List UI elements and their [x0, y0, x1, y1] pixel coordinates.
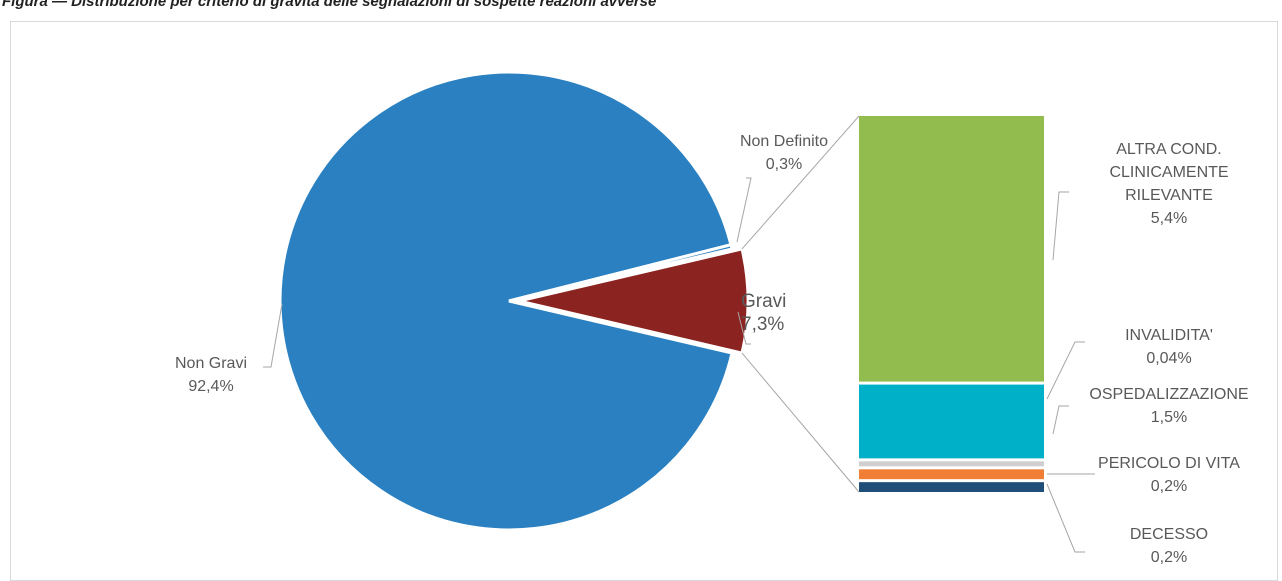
leader-altra-cond-clinicamente-rilevante: [1052, 191, 1069, 261]
leader-non-definito: [736, 177, 752, 243]
leader-ospedalizzazione: [1052, 405, 1069, 435]
bar-of-pie-chart: Non Gravi 92,4% Gravi 7,3% Non Definito 0,3% A…: [175, 70, 1249, 566]
leader-gravi: [737, 311, 751, 345]
pie-slice-non-gravi: [278, 70, 734, 532]
figure-caption: Figura — Distribuzione per criterio di g…: [2, 0, 657, 10]
bar-segment-decesso: [859, 482, 1044, 492]
bar-label-pericolo-di-vita: PERICOLO DI VITA 0,2%: [1098, 455, 1240, 495]
bar-layer: [859, 116, 1044, 492]
leader-non-gravi: [263, 303, 283, 368]
pie-label-gravi: Gravi 7,3%: [741, 291, 786, 335]
bar-label-ospedalizzazione: OSPEDALIZZAZIONE 1,5%: [1089, 386, 1248, 426]
label-layer: Non Gravi 92,4% Gravi 7,3% Non Definito 0,3% A…: [175, 133, 1249, 566]
bar-segment-invalidita: [859, 461, 1044, 467]
pie-label-non-definito: Non Definito 0,3%: [740, 133, 828, 173]
chart-frame: Non Gravi 92,4% Gravi 7,3% Non Definito 0,3% A…: [10, 21, 1278, 581]
bar-segment-ospedalizzazione: [859, 384, 1044, 459]
pie-layer: [278, 70, 750, 532]
leader-decesso: [1046, 483, 1085, 553]
leader-invalidita: [1046, 341, 1085, 400]
bar-label-invalidita: INVALIDITA' 0,04%: [1125, 327, 1213, 367]
bar-segment-pericolo-di-vita: [859, 469, 1044, 480]
pie-slice-non-definito: [508, 242, 734, 303]
connector-top: [741, 115, 860, 250]
pie-label-non-gravi: Non Gravi 92,4%: [175, 355, 247, 395]
connector-bottom: [741, 352, 860, 493]
bar-segment-altra-cond-clinicamente-rilevante: [859, 116, 1044, 382]
bar-label-altra-cond-clinicamente-rilevante: ALTRA COND. CLINICAMENTE RILEVANTE 5,4%: [1109, 141, 1228, 227]
bar-label-decesso: DECESSO 0,2%: [1130, 526, 1208, 566]
connector-layer: [263, 115, 1095, 553]
pie-slice-gravi: [518, 247, 750, 355]
